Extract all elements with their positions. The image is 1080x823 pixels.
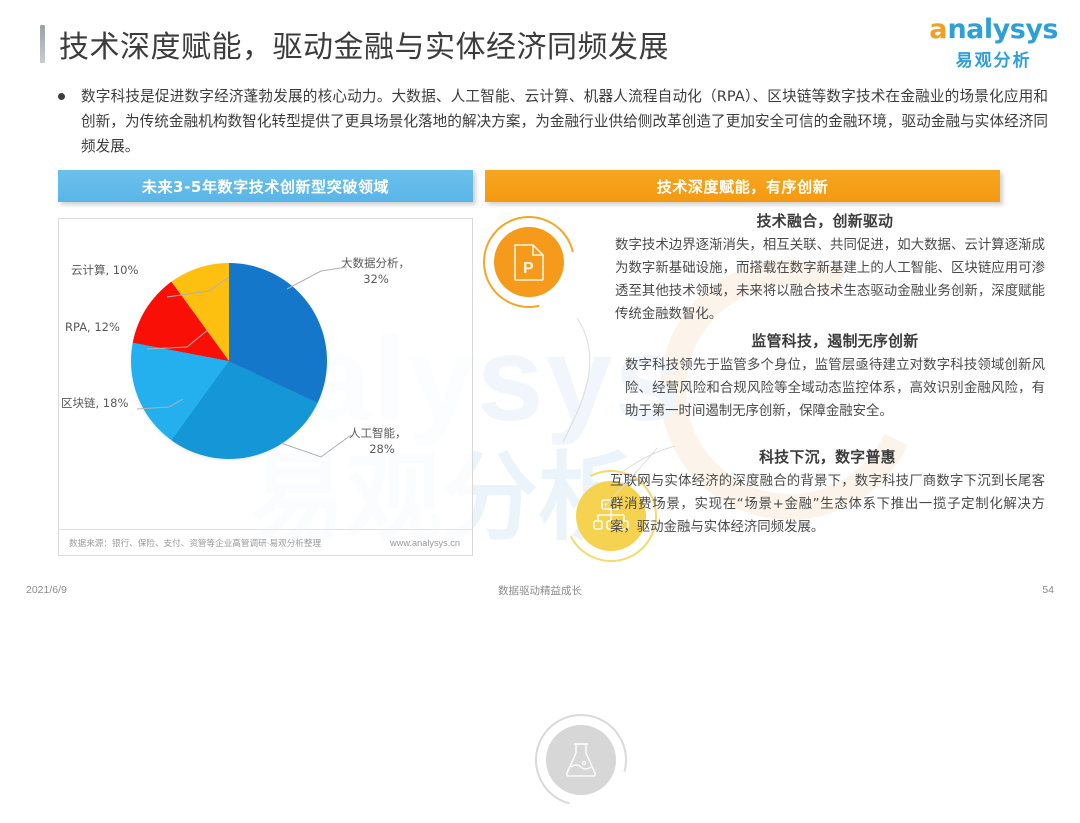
- pie-leader-lines: [136, 266, 352, 458]
- svg-text:P: P: [523, 260, 534, 277]
- pie-label-rpa: RPA, 12%: [65, 320, 120, 334]
- right-block-3-body: 互联网与实体经济的深度融合的背景下，数字科技厂商数字下沉到长尾客群消费场景，实现…: [610, 474, 1045, 535]
- hierarchy-icon: [553, 458, 669, 574]
- pie-label-ai-value: 28%: [369, 442, 395, 456]
- document-p-glyph: P: [514, 244, 544, 281]
- chart-source-url: www.analysys.cn: [390, 537, 460, 548]
- slide-footer: 2021/6/9 数据驱动精益成长 54: [0, 580, 1080, 600]
- pie-chart: [131, 263, 327, 459]
- pie-label-ai: 人工智能， 28%: [349, 425, 439, 457]
- banner-right-title: 技术深度赋能，有序创新: [485, 170, 1000, 202]
- pie-label-ai-name: 人工智能，: [349, 426, 407, 440]
- right-block-1: P 技术融合，创新驱动 数字技术边界逐渐消失，相互关联、共同促进，如大数据、云计…: [465, 198, 1060, 326]
- flask-icon: [518, 697, 644, 823]
- right-block-3-title: 科技下沉，数字普惠: [759, 449, 896, 466]
- pie-chart-panel: 云计算, 10% RPA, 12% 区块链, 18% 大数据分析， 32% 人工…: [58, 218, 473, 556]
- footer-slogan: 数据驱动精益成长: [498, 584, 582, 597]
- icon-disc-3: [546, 725, 616, 795]
- footer-date: 2021/6/9: [26, 584, 67, 596]
- pie-label-blockchain: 区块链, 18%: [61, 396, 129, 410]
- document-p-icon: P: [465, 198, 593, 326]
- analysys-logo: a nalysys 易观分析: [929, 16, 1058, 71]
- pie-label-bigdata: 大数据分析， 32%: [341, 255, 437, 287]
- logo-brand-text: nalysys: [947, 14, 1058, 45]
- icon-connector-curves: [562, 317, 676, 511]
- icon-disc-2: [576, 481, 646, 551]
- right-column: P 技术融合，创新驱动 数字技术边界逐渐消失，相互关联、共同促进，如大数据、云计…: [465, 198, 1060, 823]
- chart-footer: 数据来源：银行、保险、支付、资管等企业高管调研·易观分析整理 www.analy…: [59, 529, 472, 555]
- intro-bullet-text: 数字科技是促进数字经济蓬勃发展的核心动力。大数据、人工智能、云计算、机器人流程自…: [81, 88, 1048, 155]
- chart-source-text: 数据来源：银行、保险、支付、资管等企业高管调研·易观分析整理: [69, 537, 322, 548]
- footer-page-number: 54: [1042, 584, 1054, 596]
- right-block-1-body: 数字技术边界逐渐消失，相互关联、共同促进，如大数据、云计算逐渐成为数字新基础设施…: [615, 238, 1045, 322]
- flask-glyph: [565, 743, 597, 777]
- icon-disc-1: P: [494, 227, 564, 297]
- bullet-dot-icon: [58, 93, 65, 100]
- page-header: 技术深度赋能，驱动金融与实体经济同频发展: [40, 22, 669, 66]
- logo-brand-cn: 易观分析: [955, 51, 1032, 70]
- pie-label-cloud: 云计算, 10%: [71, 263, 139, 277]
- hierarchy-glyph: [593, 499, 629, 530]
- right-block-2: 监管科技，遏制无序创新 数字科技领先于监管多个身位，监管层亟待建立对数字科技领域…: [485, 330, 1060, 574]
- banner-left-title: 未来3-5年数字技术创新型突破领域: [58, 170, 473, 202]
- right-block-2-body: 数字科技领先于监管多个身位，监管层亟待建立对数字科技领域创新风险、经营风险和合规…: [625, 358, 1045, 419]
- page-title: 技术深度赋能，驱动金融与实体经济同频发展: [59, 30, 669, 65]
- logo-letter-a: a: [929, 14, 948, 45]
- right-block-1-title: 技术融合，创新驱动: [756, 213, 894, 230]
- right-block-2-title: 监管科技，遏制无序创新: [751, 333, 919, 350]
- title-accent-bar: [40, 25, 45, 63]
- pie-label-bigdata-name: 大数据分析，: [341, 256, 410, 270]
- logo-wordmark: a nalysys: [929, 16, 1058, 43]
- intro-bullet: 数字科技是促进数字经济蓬勃发展的核心动力。大数据、人工智能、云计算、机器人流程自…: [58, 84, 1048, 159]
- pie-label-bigdata-value: 32%: [363, 272, 389, 286]
